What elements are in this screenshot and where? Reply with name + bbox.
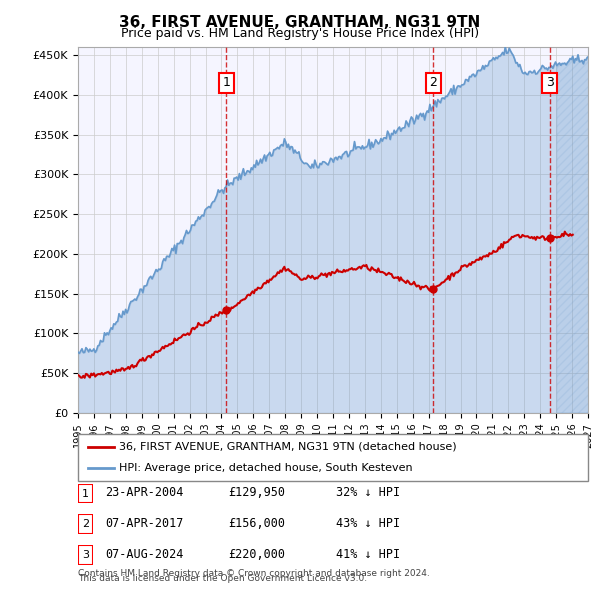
- Text: 32% ↓ HPI: 32% ↓ HPI: [336, 486, 400, 499]
- Text: This data is licensed under the Open Government Licence v3.0.: This data is licensed under the Open Gov…: [78, 574, 367, 583]
- Text: 1: 1: [222, 77, 230, 90]
- Text: 07-AUG-2024: 07-AUG-2024: [105, 548, 184, 560]
- Text: 36, FIRST AVENUE, GRANTHAM, NG31 9TN (detached house): 36, FIRST AVENUE, GRANTHAM, NG31 9TN (de…: [119, 442, 457, 452]
- Text: 2: 2: [82, 519, 89, 529]
- Text: 3: 3: [82, 550, 89, 560]
- Text: 1: 1: [82, 489, 89, 499]
- Text: HPI: Average price, detached house, South Kesteven: HPI: Average price, detached house, Sout…: [119, 463, 412, 473]
- Text: 43% ↓ HPI: 43% ↓ HPI: [336, 517, 400, 530]
- Text: 07-APR-2017: 07-APR-2017: [105, 517, 184, 530]
- FancyBboxPatch shape: [78, 434, 588, 481]
- Text: 41% ↓ HPI: 41% ↓ HPI: [336, 548, 400, 560]
- Text: Price paid vs. HM Land Registry's House Price Index (HPI): Price paid vs. HM Land Registry's House …: [121, 27, 479, 40]
- FancyBboxPatch shape: [78, 484, 93, 503]
- Text: 23-APR-2004: 23-APR-2004: [105, 486, 184, 499]
- FancyBboxPatch shape: [78, 514, 93, 534]
- Text: Contains HM Land Registry data © Crown copyright and database right 2024.: Contains HM Land Registry data © Crown c…: [78, 569, 430, 578]
- Text: £156,000: £156,000: [228, 517, 285, 530]
- Text: £220,000: £220,000: [228, 548, 285, 560]
- Text: 3: 3: [546, 77, 554, 90]
- Text: 36, FIRST AVENUE, GRANTHAM, NG31 9TN: 36, FIRST AVENUE, GRANTHAM, NG31 9TN: [119, 15, 481, 30]
- Text: £129,950: £129,950: [228, 486, 285, 499]
- FancyBboxPatch shape: [78, 545, 93, 565]
- Text: 2: 2: [430, 77, 437, 90]
